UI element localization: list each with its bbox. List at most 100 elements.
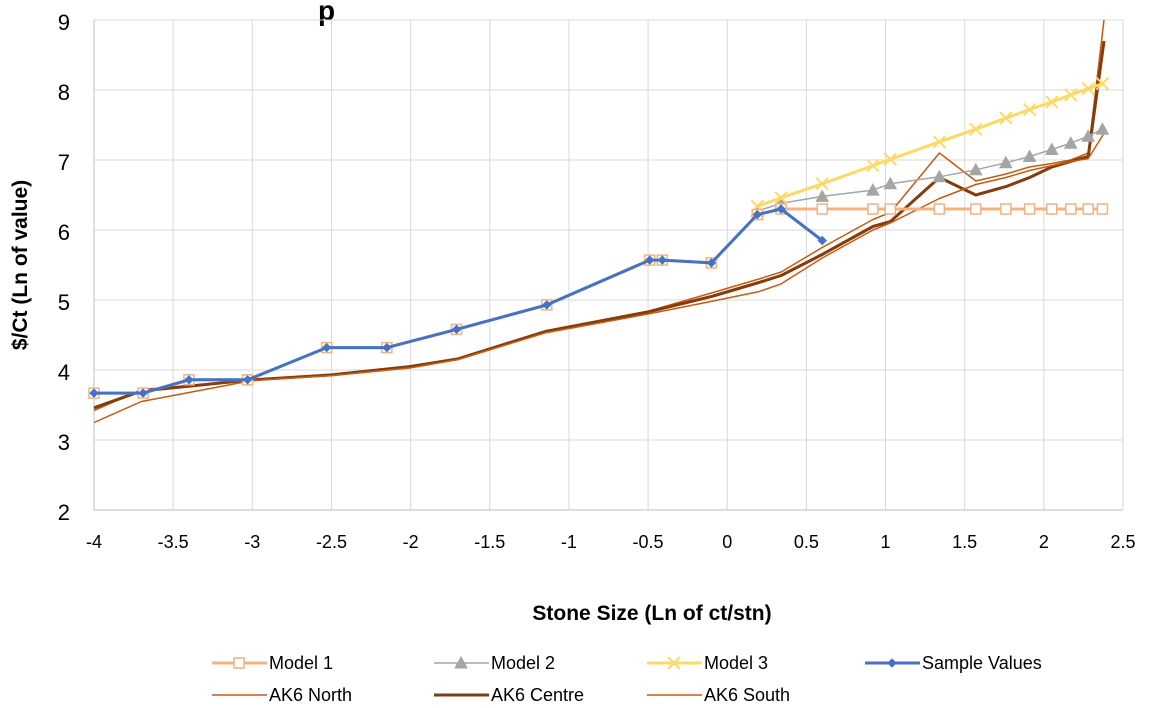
data-point-marker [883,176,898,190]
data-point-marker [1044,142,1059,155]
series-model-2 [750,122,1110,217]
chart-title-fragment: p [318,0,335,26]
y-axis-title: $/Ct (Ln of value) [9,180,32,350]
y-tick-label: 9 [58,10,70,35]
legend-item: Model 1 [212,653,333,673]
x-tick-label: 0 [722,532,732,552]
data-point-marker [816,203,828,215]
x-tick-labels: -4 -3.5 -3 -2.5 -2 -1.5 -1 -0.5 0 0.5 1 1.5 2 2.5 [86,532,1136,552]
series-line [94,207,1103,395]
data-point-marker [866,183,880,196]
data-point-marker [1022,102,1037,117]
legend-item: Model 3 [647,653,768,673]
data-point-marker [752,209,763,220]
data-point-marker [451,324,462,335]
series-line [757,128,1103,212]
x-tick-label: -1 [561,532,577,552]
legend-item: AK6 South [647,685,790,705]
series-ak6-north [93,19,1105,412]
plot-area-border [93,20,1123,511]
x-tick-label: 2.5 [1110,532,1135,552]
data-point-marker [233,657,245,669]
x-tick-label: -1.5 [474,532,505,552]
data-point-marker [542,300,552,310]
y-tick-label: 5 [58,290,70,315]
data-point-marker [968,162,983,176]
data-point-marker [867,203,879,215]
data-point-marker [999,155,1013,169]
data-point-marker [887,658,897,668]
x-tick-label: 2 [1039,532,1049,552]
legend-label: Model 3 [704,653,768,673]
data-point-marker [138,388,148,398]
series-ak6-south [93,133,1105,424]
gridlines [93,19,1124,511]
y-tick-label: 4 [58,360,70,385]
legend-item: AK6 North [212,685,352,705]
data-point-marker [657,255,668,265]
data-point-marker [932,135,947,149]
y-tick-labels: 2 3 4 5 6 7 8 9 [58,10,70,525]
series-line [93,40,1106,410]
data-point-marker [776,204,786,214]
series-layer [88,19,1110,424]
data-point-marker [1096,203,1109,215]
x-tick-label: 1 [881,532,891,552]
data-point-marker [884,203,897,215]
x-tick-label: -2 [403,532,419,552]
series-line [93,133,1105,424]
data-point-marker [817,235,827,246]
data-point-marker [1000,203,1012,215]
data-point-marker [815,177,829,191]
data-point-marker [1095,122,1110,135]
data-point-marker [932,169,947,183]
legend-label: Sample Values [922,653,1042,673]
data-point-marker [382,342,392,353]
x-tick-label: -3.5 [158,532,189,552]
data-point-marker [644,255,655,265]
x-tick-label: 0.5 [794,532,819,552]
data-point-marker [322,342,332,353]
legend-item: AK6 Centre [434,685,584,705]
data-point-marker [999,111,1013,125]
data-point-marker [883,152,897,167]
series-model-1 [88,203,1109,399]
data-point-marker [1081,129,1096,142]
series-line [93,19,1105,412]
y-tick-label: 3 [58,430,70,455]
data-point-marker [1045,95,1059,109]
x-tick-label: -4 [86,532,102,552]
legend-item: Sample Values [865,653,1042,673]
data-point-marker [1095,76,1110,91]
x-tick-label: -3 [244,532,260,552]
series-sample-values [89,204,827,398]
data-point-marker [774,191,788,205]
data-point-marker [1022,149,1037,162]
legend-label: AK6 South [704,685,790,705]
data-point-marker [454,655,468,669]
series-model-3 [750,76,1110,213]
x-tick-label: -2.5 [316,532,347,552]
y-tick-label: 2 [58,500,70,525]
data-point-marker [242,375,253,385]
y-tick-label: 8 [58,80,70,105]
data-point-marker [667,656,681,670]
data-point-marker [933,203,946,215]
series-ak6-centre [93,40,1106,410]
data-point-marker [1082,203,1094,215]
data-point-marker [1023,203,1036,215]
legend: Model 1 Model 2 Model 3 Sample Values AK6 No… [212,653,1042,705]
legend-label: AK6 North [269,685,352,705]
data-point-marker [970,203,982,215]
legend-item: Model 2 [434,653,555,673]
legend-label: Model 2 [491,653,555,673]
data-point-marker [1065,203,1077,215]
data-point-marker [1081,81,1095,96]
data-point-marker [815,189,830,202]
legend-label: AK6 Centre [491,685,584,705]
data-point-marker [969,122,983,136]
x-axis-title: Stone Size (Ln of ct/stn) [532,602,771,625]
data-point-marker [866,158,880,173]
data-point-marker [706,258,717,268]
